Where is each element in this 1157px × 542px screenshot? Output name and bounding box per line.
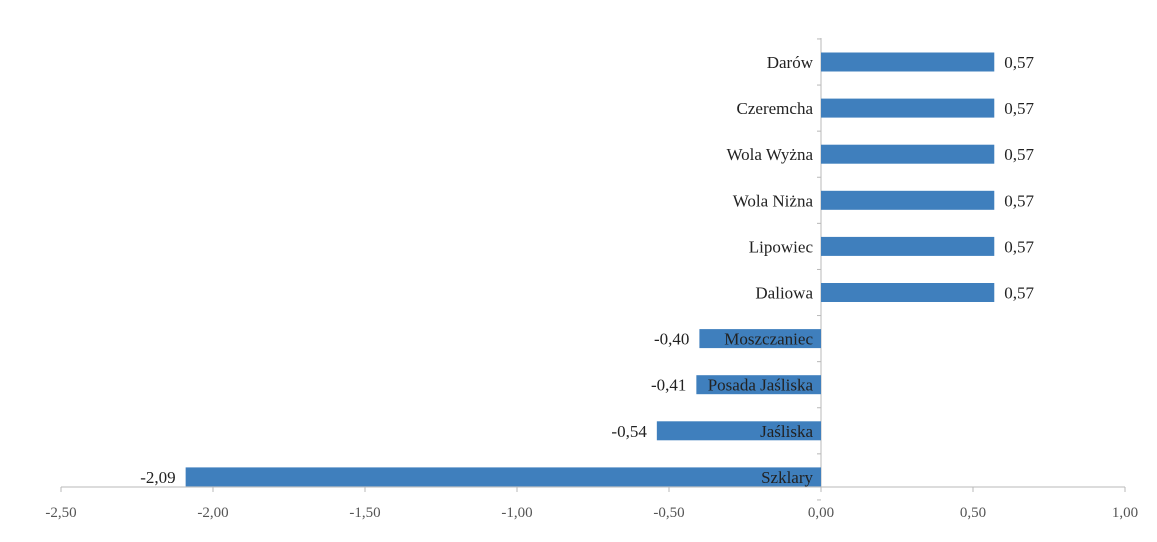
category-label: Daliowa — [755, 284, 813, 303]
data-label: 0,57 — [1004, 53, 1034, 72]
bar — [821, 52, 995, 72]
category-label: Czeremcha — [737, 99, 814, 118]
bar — [821, 283, 995, 302]
category-label: Moszczaniec — [724, 330, 813, 349]
bar — [656, 421, 821, 441]
data-label: -0,54 — [611, 422, 647, 441]
category-label: Jaśliska — [760, 422, 813, 441]
bar — [699, 329, 821, 349]
data-label: 0,57 — [1004, 284, 1034, 303]
x-tick-label: -0,50 — [653, 505, 684, 521]
x-tick-label: -1,50 — [349, 505, 380, 521]
category-label: Wola Wyżna — [726, 145, 813, 164]
data-label: -2,09 — [140, 468, 175, 487]
data-label: 0,57 — [1004, 237, 1034, 256]
x-tick-label: -2,50 — [45, 505, 76, 521]
x-tick-label: 1,00 — [1112, 505, 1138, 521]
data-label: -0,40 — [654, 330, 689, 349]
data-label: 0,57 — [1004, 99, 1034, 118]
category-label: Szklary — [761, 468, 813, 487]
x-tick-label: 0,00 — [808, 505, 834, 521]
category-label: Darów — [767, 53, 814, 72]
x-tick-label: -1,00 — [501, 505, 532, 521]
bar — [821, 190, 995, 210]
bar — [821, 236, 995, 256]
category-label: Lipowiec — [749, 237, 814, 256]
x-tick-label: -2,00 — [197, 505, 228, 521]
x-tick-label: 0,50 — [960, 505, 986, 521]
bars — [185, 52, 995, 487]
data-label: -0,41 — [651, 376, 686, 395]
category-label: Posada Jaśliska — [708, 376, 814, 395]
labels: Darów 0,57 Czeremcha 0,57 Wola Wyżna 0,57 Wola… — [140, 53, 1034, 487]
bar — [185, 467, 821, 487]
bar — [696, 375, 821, 395]
axes: -2,50 -2,00 -1,50 -1,00 -0,50 0,00 0,50 1,00 — [45, 38, 1138, 521]
category-label: Wola Niżna — [733, 191, 814, 210]
data-label: 0,57 — [1004, 145, 1034, 164]
bar — [821, 144, 995, 164]
bar — [821, 98, 995, 118]
data-label: 0,57 — [1004, 191, 1034, 210]
